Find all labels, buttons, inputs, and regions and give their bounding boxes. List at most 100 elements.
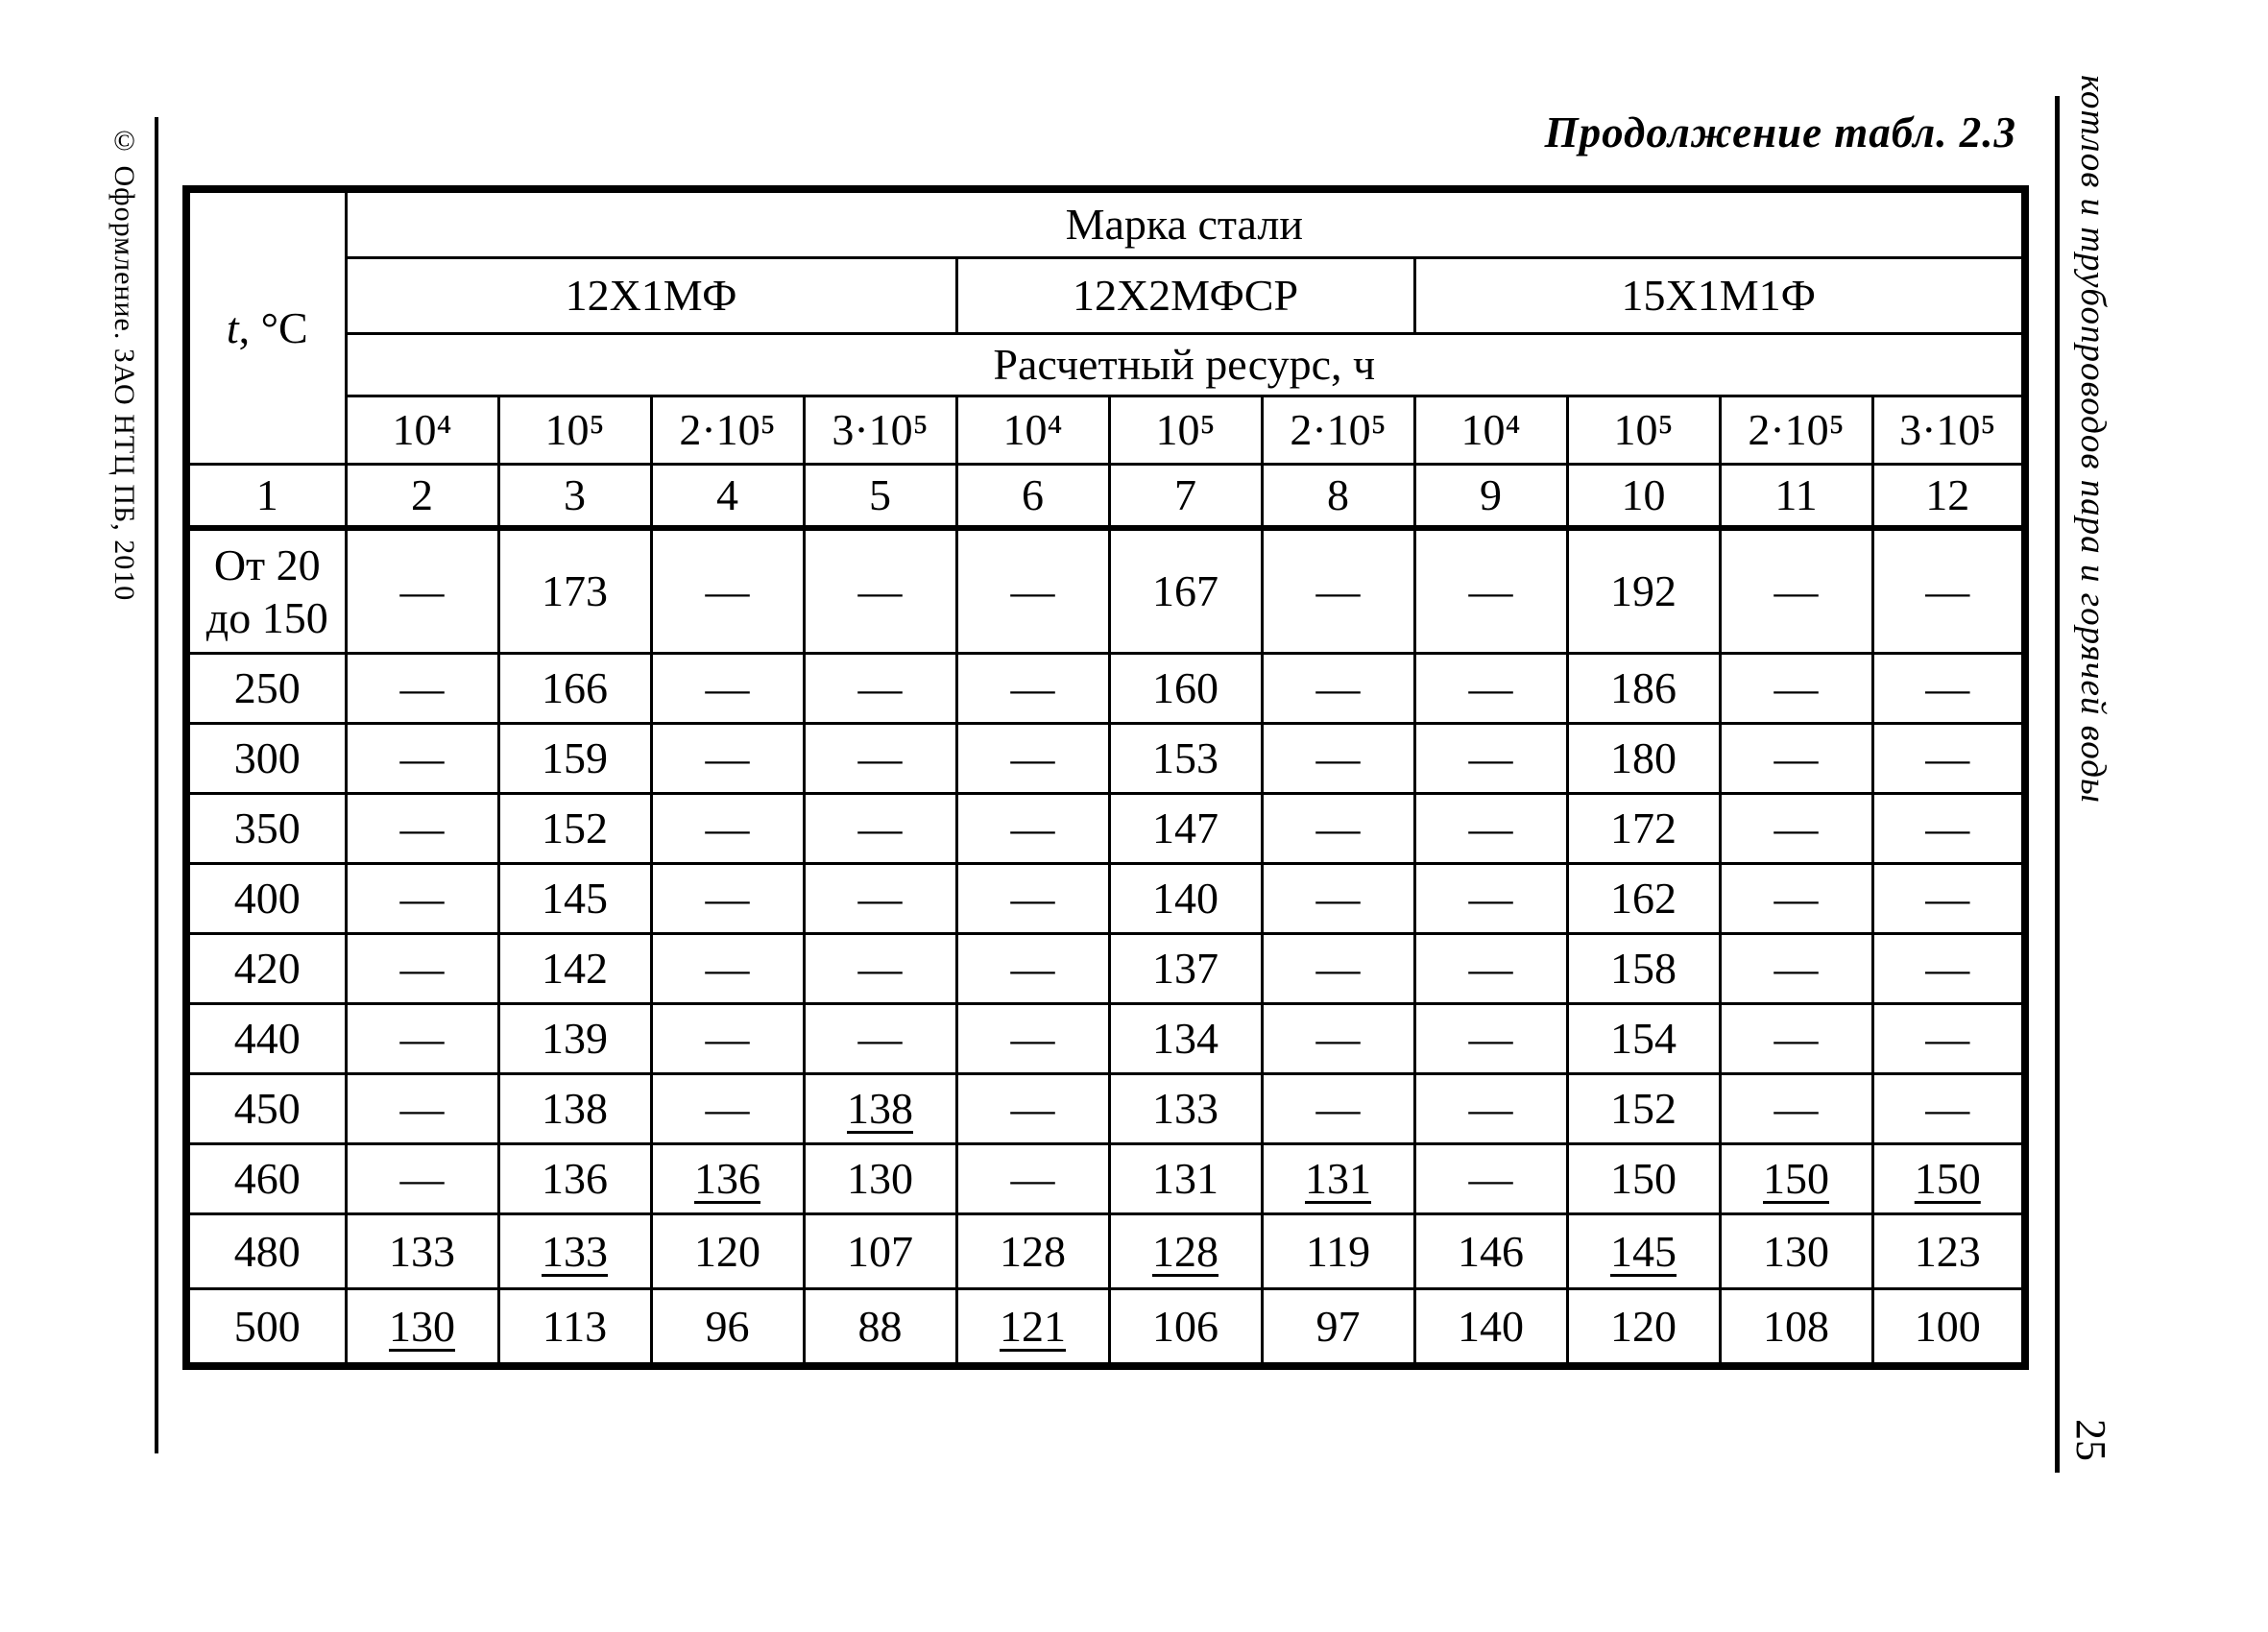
temperature-cell: 250 [184,652,348,725]
value-cell: 150 [1718,1142,1874,1215]
table-row: 300—159— — —153— —180— — [184,722,2027,795]
temperature-cell: 420 [184,932,348,1005]
underlined-value: 136 [694,1154,760,1204]
value-cell: — [802,792,958,865]
value-cell: — [1718,652,1874,725]
value-cell: — [802,526,958,655]
temperature-cell: 460 [184,1142,348,1215]
value-cell: — [1718,1002,1874,1075]
value-cell: 131 [1107,1142,1264,1215]
underlined-value: 133 [542,1226,608,1276]
value-cell: — [954,722,1111,795]
resource-header: Расчетный ресурс, ч [344,332,2027,397]
value-cell: — [1412,932,1569,1005]
page-number: 25 [2067,1419,2114,1461]
column-number-cell: 9 [1412,463,1569,531]
value-cell: — [1870,1002,2027,1075]
value-cell: — [802,1002,958,1075]
value-cell: 128 [954,1212,1111,1290]
value-cell: — [1718,1072,1874,1145]
value-cell: 140 [1412,1287,1569,1368]
temperature-unit: , °C [238,302,308,352]
table-row: 400—145— — —140— —162— — [184,862,2027,935]
value-cell: — [954,1002,1111,1075]
value-cell: — [1260,792,1416,865]
value-cell: 120 [649,1212,806,1290]
steel-grade-group-header: 12Х2МФСР [954,256,1416,335]
value-cell: — [1412,526,1569,655]
value-cell: — [344,792,500,865]
value-cell: 173 [496,526,653,655]
value-cell: 96 [649,1287,806,1368]
table-row: От 20 до 150—173— — —167— —192— — [184,526,2027,655]
column-number-cell: 3 [496,463,653,531]
value-cell: 120 [1565,1287,1722,1368]
value-cell: — [1260,722,1416,795]
value-cell: 158 [1565,932,1722,1005]
copyright-note: © Оформление. ЗАО НТЦ ПБ, 2010 [109,125,140,602]
temperature-cell: 480 [184,1212,348,1290]
value-cell: 154 [1565,1002,1722,1075]
value-cell: 133 [1107,1072,1264,1145]
value-cell: 186 [1565,652,1722,725]
running-title: котлов и трубопроводов пара и горячей во… [2073,75,2112,804]
temperature-cell: 450 [184,1072,348,1145]
underlined-value: 138 [847,1084,913,1134]
value-cell: — [802,652,958,725]
temperature-cell: 500 [184,1287,348,1368]
column-number-cell: 10 [1565,463,1722,531]
table-row: 450—138—138—133— —152— — [184,1072,2027,1145]
resource-value-header: 2·10⁵ [1260,395,1416,466]
page-title: Продолжение табл. 2.3 [1544,108,2016,156]
table-row: 460—136 136 130—131 131—150 150 150 [184,1142,2027,1215]
value-cell: — [1412,652,1569,725]
value-cell: — [649,652,806,725]
value-cell: — [649,722,806,795]
column-number-cell: 4 [649,463,806,531]
value-cell: 145 [1565,1212,1722,1290]
value-cell: — [1412,792,1569,865]
temperature-cell: От 20 до 150 [184,526,348,655]
table-row: 500 130 113 96 88 121 106 97 140 120 108 100 [184,1287,2027,1368]
value-cell: 108 [1718,1287,1874,1368]
value-cell: 152 [496,792,653,865]
value-cell: 138 [802,1072,958,1145]
left-margin-rule [155,117,158,1453]
table-row: 250—166— — —160— —186— — [184,652,2027,725]
table-row: 350—152— — —147— —172— — [184,792,2027,865]
underlined-value: 130 [389,1301,455,1351]
steel-grade-group-header: 15Х1М1Ф [1412,256,2027,335]
resource-value-header: 3·10⁵ [1870,395,2027,466]
value-cell: — [954,652,1111,725]
resource-value-header: 10⁴ [954,395,1111,466]
value-cell: 180 [1565,722,1722,795]
underlined-value: 150 [1914,1154,1981,1204]
value-cell: 130 [802,1142,958,1215]
value-cell: — [344,652,500,725]
temperature-cell: 400 [184,862,348,935]
resource-value-header: 3·10⁵ [802,395,958,466]
value-cell: 97 [1260,1287,1416,1368]
column-number-cell: 11 [1718,463,1874,531]
column-number-cell: 6 [954,463,1111,531]
value-cell: — [1870,526,2027,655]
value-cell: — [1870,862,2027,935]
value-cell: — [1870,722,2027,795]
value-cell: 133 [496,1212,653,1290]
value-cell: 130 [344,1287,500,1368]
value-cell: 139 [496,1002,653,1075]
value-cell: — [1260,932,1416,1005]
value-cell: 88 [802,1287,958,1368]
value-cell: 136 [496,1142,653,1215]
resource-value-header: 10⁵ [1565,395,1722,466]
temperature-column-header: t, °C [184,187,348,466]
value-cell: — [1870,792,2027,865]
underlined-value: 121 [1000,1301,1066,1351]
value-cell: — [954,1072,1111,1145]
column-number-cell: 8 [1260,463,1416,531]
value-cell: 153 [1107,722,1264,795]
value-cell: 138 [496,1072,653,1145]
value-cell: — [649,862,806,935]
steel-resource-table: t, °C Марка стали 12Х1МФ 12Х2МФСР 15Х1М1Ф … [182,185,2030,1370]
steel-grade-header: Марка стали [344,187,2027,259]
